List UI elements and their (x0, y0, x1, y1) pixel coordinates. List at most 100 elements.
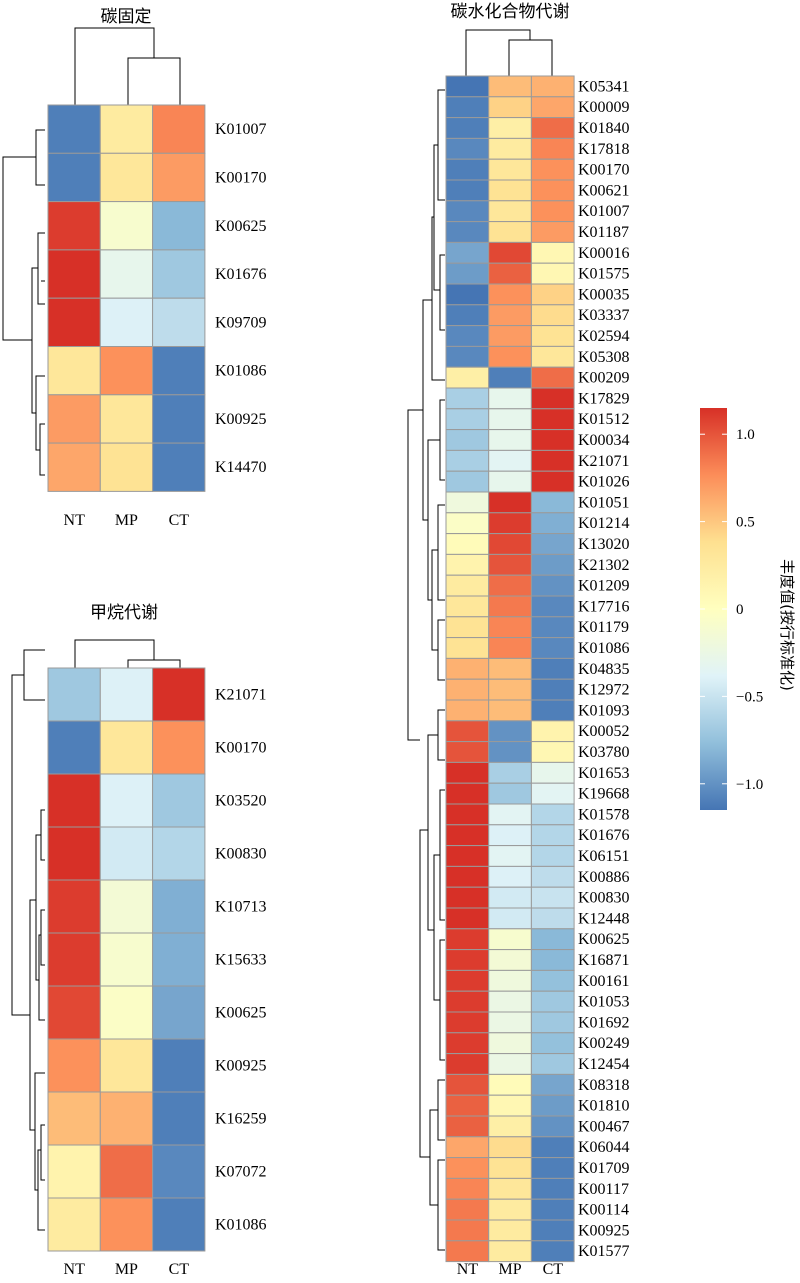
heatmap-cell (530, 969, 575, 992)
row-label: K00016 (578, 245, 630, 262)
heatmap-cell (445, 491, 490, 514)
row-label: K14470 (215, 459, 267, 476)
heatmap-cell (99, 985, 154, 1040)
heatmap-cell (530, 678, 575, 701)
heatmap-cell (47, 201, 101, 251)
heatmap-cell (488, 1157, 532, 1179)
heatmap-cell (47, 932, 101, 987)
heatmap-cell (530, 761, 575, 784)
row-label: K01676 (578, 827, 630, 844)
heatmap-cell (152, 667, 206, 722)
heatmap-cell (152, 879, 206, 934)
row-label: K00170 (215, 170, 267, 187)
column-labels: NT MP CT (64, 1261, 190, 1278)
heatmap-cell (445, 741, 490, 763)
heatmap-cells (47, 667, 206, 1252)
row-label: K03780 (578, 744, 630, 761)
heatmap-cell (152, 932, 206, 987)
heatmap-cell (530, 533, 575, 555)
row-label: K00170 (215, 740, 267, 757)
row-label: K01086 (215, 363, 267, 380)
heatmap-cell (488, 1177, 532, 1200)
heatmap-cell (445, 1094, 490, 1117)
row-label: K13020 (578, 536, 630, 553)
row-label: K17829 (578, 390, 630, 407)
heatmap-cell (530, 845, 575, 867)
heatmap-cell (530, 595, 575, 618)
row-label: K01692 (578, 1014, 630, 1031)
heatmap-cell (445, 1157, 490, 1179)
heatmap-cell (152, 773, 206, 828)
row-label: K01093 (578, 702, 630, 719)
heatmap-cell (488, 699, 532, 722)
heatmap-cell (488, 241, 532, 264)
heatmap-cell (99, 1038, 154, 1093)
heatmap-cell (445, 345, 490, 368)
heatmap-cell (488, 886, 532, 909)
legend-tick-label: 0.5 (736, 515, 755, 531)
row-label: K01810 (578, 1098, 630, 1115)
heatmap-cell (445, 553, 490, 576)
heatmap-cell (445, 449, 490, 472)
row-dendrogram (2, 129, 45, 476)
column-label: MP (115, 512, 138, 529)
heatmap-cell (445, 470, 490, 493)
heatmap-cell (445, 1136, 490, 1159)
heatmap-cell (445, 803, 490, 826)
heatmap-cell (488, 1094, 532, 1117)
panel-title: 甲烷代谢 (90, 603, 158, 623)
heatmap-cell (488, 678, 532, 701)
heatmap-cell (445, 283, 490, 306)
heatmap-cell (445, 949, 490, 971)
row-label: K00161 (578, 973, 630, 990)
heatmap-cell (488, 969, 532, 992)
row-label: K00625 (215, 1005, 267, 1022)
heatmap-cell (47, 394, 101, 444)
row-label: K05308 (578, 349, 630, 366)
heatmap-cell (488, 595, 532, 618)
heatmap-cell (445, 408, 490, 431)
heatmap-cell (47, 249, 101, 299)
heatmap-cell (445, 657, 490, 680)
row-label: K19668 (578, 786, 630, 803)
heatmap-cell (530, 1011, 575, 1034)
heatmap-cell (530, 491, 575, 514)
heatmap-cell (530, 1136, 575, 1159)
heatmap-cell (530, 241, 575, 264)
column-label: NT (64, 1261, 86, 1278)
heatmap-cell (530, 117, 575, 139)
heatmap-cell (47, 1091, 101, 1146)
heatmap-cell (99, 1197, 154, 1252)
heatmap-cell (445, 1073, 490, 1096)
row-label: K01086 (215, 1217, 267, 1234)
heatmap-cell (152, 985, 206, 1040)
heatmap-cell (445, 761, 490, 784)
heatmap-cell (445, 969, 490, 992)
heatmap-cell (530, 96, 575, 119)
row-label: K02594 (578, 328, 630, 345)
heatmap-cell (530, 387, 575, 410)
heatmap-cell (152, 394, 206, 444)
heatmap-cell (488, 137, 532, 160)
heatmap-cell (488, 616, 532, 639)
heatmap-cell (99, 879, 154, 934)
heatmap-cell (530, 990, 575, 1013)
heatmap-cell (445, 1115, 490, 1138)
row-label: K21071 (578, 453, 630, 470)
heatmap-cell (445, 574, 490, 597)
heatmap-cell (445, 179, 490, 202)
heatmap-cell (445, 221, 490, 243)
heatmap-cell (530, 449, 575, 472)
row-label: K00117 (578, 1181, 629, 1198)
legend-ticks: 1.0 0.5 0 −0.5 −1.0 (700, 427, 763, 793)
row-label: K04835 (578, 661, 630, 678)
heatmap-cell (488, 429, 532, 451)
heatmap-cell (99, 773, 154, 828)
heatmap-cell (445, 595, 490, 618)
heatmap-cell (488, 304, 532, 327)
heatmap-cell (530, 470, 575, 493)
heatmap-cell (99, 249, 154, 299)
heatmap-cell (445, 366, 490, 389)
heatmap-cell (488, 408, 532, 431)
